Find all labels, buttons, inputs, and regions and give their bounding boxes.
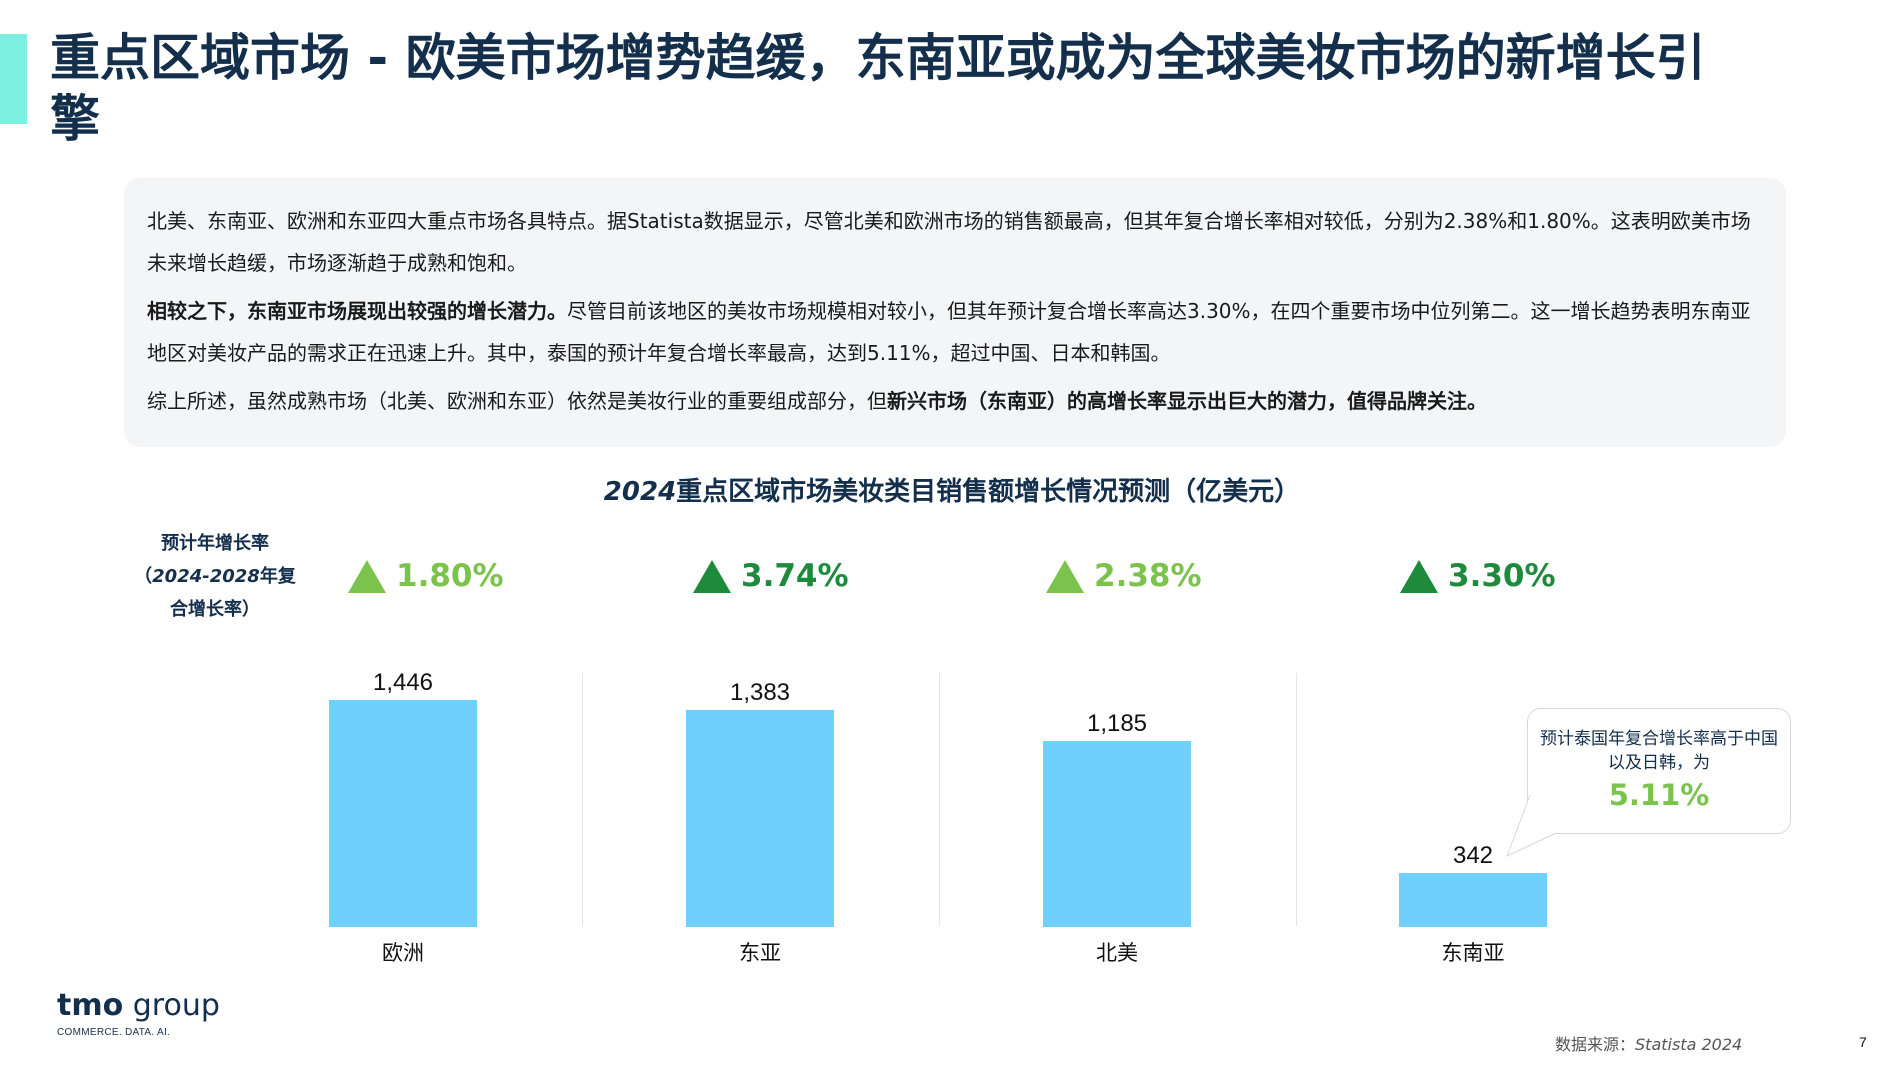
growth-rate-value: 1.80% bbox=[396, 558, 504, 594]
bar-value-label: 1,446 bbox=[372, 669, 434, 696]
summary-paragraph-2: 相较之下，东南亚市场展现出较强的增长潜力。尽管目前该地区的美妆市场规模相对较小，… bbox=[147, 290, 1762, 374]
category-label: 东亚 bbox=[739, 941, 781, 965]
page-title: 重点区域市场 - 欧美市场增势趋缓，东南亚或成为全球美妆市场的新增长引擎 bbox=[50, 29, 1706, 148]
summary-p3-text: 综上所述，虽然成熟市场（北美、欧洲和东亚）依然是美妆行业的重要组成部分，但 bbox=[147, 389, 887, 413]
growth-rate-item: 3.30% bbox=[1400, 556, 1556, 596]
chart-title-text: 重点区域市场美妆类目销售额增长情况预测（亿美元） bbox=[676, 477, 1301, 507]
growth-label-years: 2024-2028 bbox=[152, 566, 260, 587]
annotation-line-1: 预计泰国年复合增长率高于中国 bbox=[1540, 729, 1778, 749]
bar-3 bbox=[1043, 741, 1191, 927]
growth-rate-item: 2.38% bbox=[1046, 556, 1202, 596]
bar-value-label: 342 bbox=[1452, 842, 1494, 869]
company-logo: tmo group COMMERCE. DATA. AI. bbox=[57, 991, 220, 1039]
chart-title: 2024重点区域市场美妆类目销售额增长情况预测（亿美元） bbox=[0, 471, 1904, 508]
annotation-line-2: 以及日韩，为 bbox=[1608, 753, 1710, 773]
annotation-callout: 预计泰国年复合增长率高于中国 以及日韩，为 5.11% bbox=[1527, 708, 1791, 834]
chart-title-year: 2024 bbox=[603, 477, 677, 507]
bar-4 bbox=[1399, 873, 1547, 927]
growth-label-line-2: （2024-2028年复 bbox=[134, 560, 296, 593]
growth-label-rest: 年复 bbox=[259, 566, 296, 587]
growth-rate-label: 预计年增长率 （2024-2028年复 合增长率） bbox=[134, 527, 296, 626]
triangle-up-icon bbox=[348, 559, 386, 593]
chart-divider-2 bbox=[939, 673, 940, 926]
bar-value-label: 1,383 bbox=[729, 679, 791, 706]
annotation-value: 5.11% bbox=[1608, 778, 1710, 812]
summary-paragraph-3: 综上所述，虽然成熟市场（北美、欧洲和东亚）依然是美妆行业的重要组成部分，但新兴市… bbox=[147, 380, 1762, 422]
growth-rate-value: 2.38% bbox=[1094, 558, 1202, 594]
logo-tmo: tmo bbox=[57, 988, 124, 1023]
bar-1 bbox=[329, 700, 477, 927]
triangle-up-icon bbox=[1400, 559, 1438, 593]
source-label: 数据来源： bbox=[1555, 1035, 1636, 1054]
bar-value-label: 1,185 bbox=[1086, 710, 1148, 737]
logo-tagline: COMMERCE. DATA. AI. bbox=[57, 1027, 171, 1038]
growth-rate-item: 3.74% bbox=[693, 556, 849, 596]
logo-wordmark: tmo group bbox=[57, 991, 220, 1021]
logo-group: group bbox=[123, 988, 220, 1023]
growth-rate-value: 3.74% bbox=[741, 558, 849, 594]
summary-paragraph-1: 北美、东南亚、欧洲和东亚四大重点市场各具特点。据Statista数据显示，尽管北… bbox=[147, 209, 1751, 275]
page-number: 7 bbox=[1859, 1034, 1867, 1050]
growth-label-line-3: 合增长率） bbox=[170, 599, 260, 620]
growth-rate-item: 1.80% bbox=[348, 556, 504, 596]
chart-divider-1 bbox=[582, 673, 583, 926]
summary-panel: 北美、东南亚、欧洲和东亚四大重点市场各具特点。据Statista数据显示，尽管北… bbox=[124, 178, 1786, 447]
summary-p3-highlight: 新兴市场（东南亚）的高增长率显示出巨大的潜力，值得品牌关注。 bbox=[887, 389, 1487, 413]
triangle-up-icon bbox=[1046, 559, 1084, 593]
growth-rate-value: 3.30% bbox=[1448, 558, 1556, 594]
data-source: 数据来源：Statista 2024 bbox=[1555, 1031, 1742, 1055]
growth-label-open-paren: （ bbox=[134, 566, 153, 587]
chart-divider-3 bbox=[1296, 673, 1297, 926]
category-label: 北美 bbox=[1096, 941, 1138, 965]
bar-2 bbox=[686, 710, 834, 927]
category-label: 欧洲 bbox=[382, 941, 424, 965]
category-label: 东南亚 bbox=[1441, 941, 1505, 965]
triangle-up-icon bbox=[693, 559, 731, 593]
accent-bar bbox=[0, 34, 27, 124]
growth-label-line-1: 预计年增长率 bbox=[161, 533, 269, 554]
summary-p2-highlight: 相较之下，东南亚市场展现出较强的增长潜力。 bbox=[147, 299, 567, 323]
summary-p2-text: 尽管目前该地区的美妆市场规模相对较小，但其年预计复合增长率高达3.30%，在四个… bbox=[147, 299, 1751, 365]
source-value: Statista 2024 bbox=[1635, 1035, 1743, 1054]
